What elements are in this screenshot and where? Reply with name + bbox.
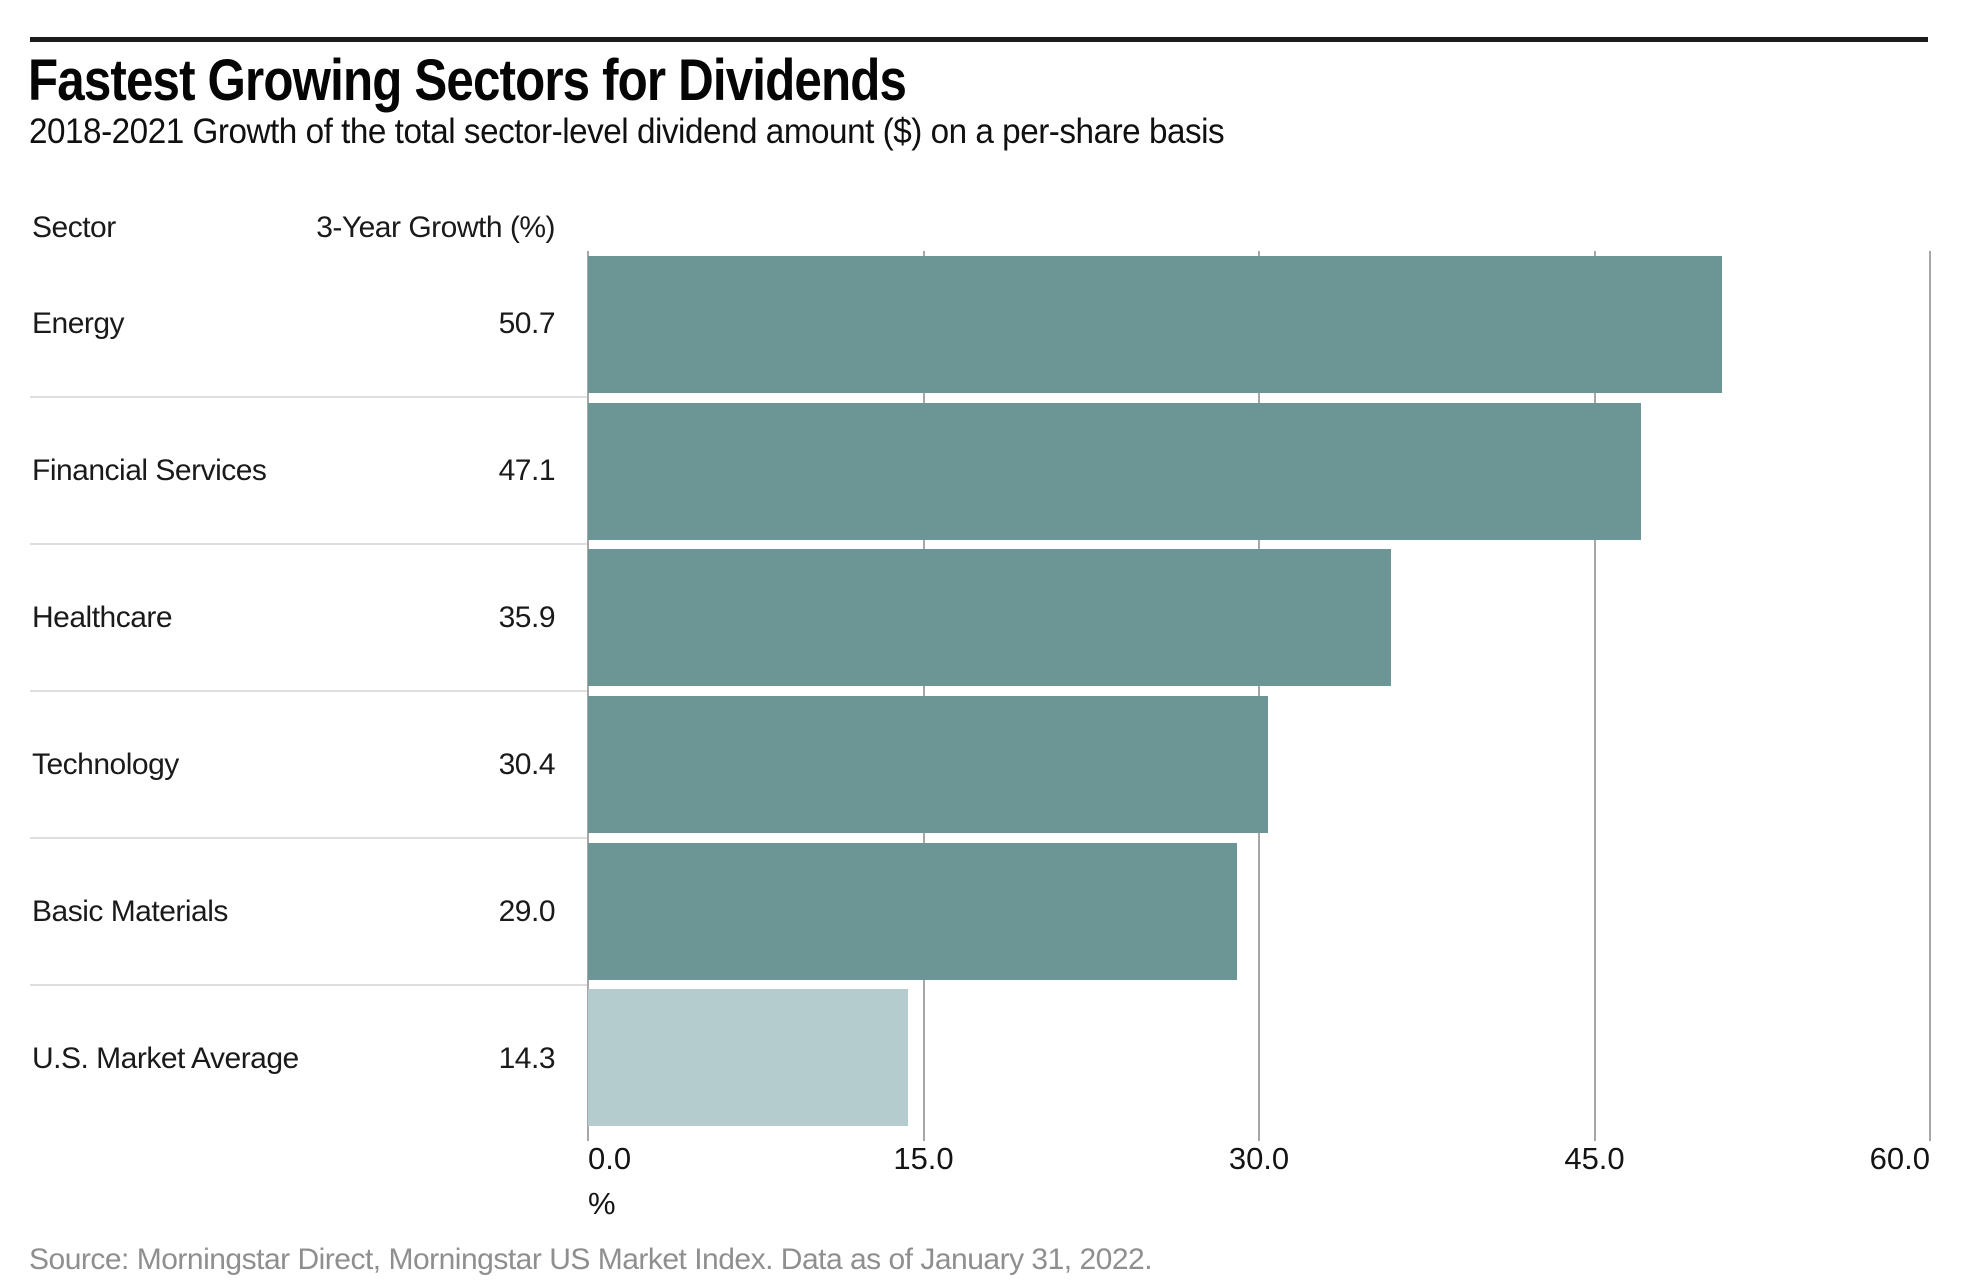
source-note: Source: Morningstar Direct, Morningstar … — [29, 1243, 1153, 1276]
table-row: Technology 30.4 — [30, 692, 588, 839]
sector-label: Financial Services — [32, 453, 267, 487]
x-tick-label: 60.0 — [1869, 1141, 1930, 1176]
top-rule — [30, 37, 1928, 42]
bar — [588, 695, 1268, 833]
growth-value: 35.9 — [498, 600, 556, 634]
bar-row — [588, 398, 1930, 545]
chart-title: Fastest Growing Sectors for Dividends — [28, 48, 907, 113]
bar — [588, 989, 908, 1127]
table-row: Basic Materials 29.0 — [30, 839, 588, 986]
table-header-row: Sector 3-Year Growth (%) — [30, 205, 588, 251]
growth-value: 14.3 — [498, 1041, 556, 1075]
bar-chart: Sector 3-Year Growth (%) Energy 50.7 Finan… — [30, 205, 1931, 1221]
sector-column-header: Sector — [32, 211, 116, 244]
table-row: Financial Services 47.1 — [30, 398, 588, 545]
table-row: U.S. Market Average 14.3 — [30, 986, 588, 1131]
x-tick-label: 0.0 — [588, 1141, 632, 1176]
table-row: Energy 50.7 — [30, 251, 588, 398]
table-rows: Energy 50.7 Financial Services 47.1 Healthca… — [30, 251, 588, 1131]
bar-row — [588, 544, 1930, 691]
growth-value: 47.1 — [498, 453, 556, 487]
sector-label: Technology — [32, 747, 179, 781]
x-tick-label: 45.0 — [1564, 1141, 1625, 1176]
growth-column-header: 3-Year Growth (%) — [316, 211, 555, 244]
plot-area — [587, 251, 1931, 1141]
sector-label: Energy — [32, 306, 125, 340]
growth-value: 50.7 — [498, 306, 556, 340]
x-tick-label: 30.0 — [1228, 1141, 1290, 1176]
bar — [588, 842, 1237, 980]
gridline — [1929, 251, 1931, 1141]
bar-row — [588, 691, 1930, 838]
growth-value: 29.0 — [498, 894, 556, 928]
x-axis: 0.0 15.0 30.0 45.0 60.0 — [588, 1141, 1930, 1181]
bar — [588, 402, 1642, 540]
gridline — [1593, 251, 1596, 1141]
x-axis-unit-label: % — [588, 1186, 616, 1221]
sector-label: Healthcare — [32, 600, 173, 634]
sector-label: Basic Materials — [32, 894, 228, 928]
bar — [588, 255, 1722, 393]
growth-value: 30.4 — [498, 747, 556, 781]
bar-row — [588, 838, 1930, 985]
x-tick-label: 15.0 — [893, 1141, 954, 1176]
sector-label: U.S. Market Average — [32, 1041, 299, 1075]
bar — [588, 549, 1391, 687]
bar-row — [588, 984, 1930, 1131]
chart-subtitle: 2018-2021 Growth of the total sector-lev… — [29, 112, 1225, 151]
bar-row — [588, 251, 1930, 398]
table-row: Healthcare 35.9 — [30, 545, 588, 692]
